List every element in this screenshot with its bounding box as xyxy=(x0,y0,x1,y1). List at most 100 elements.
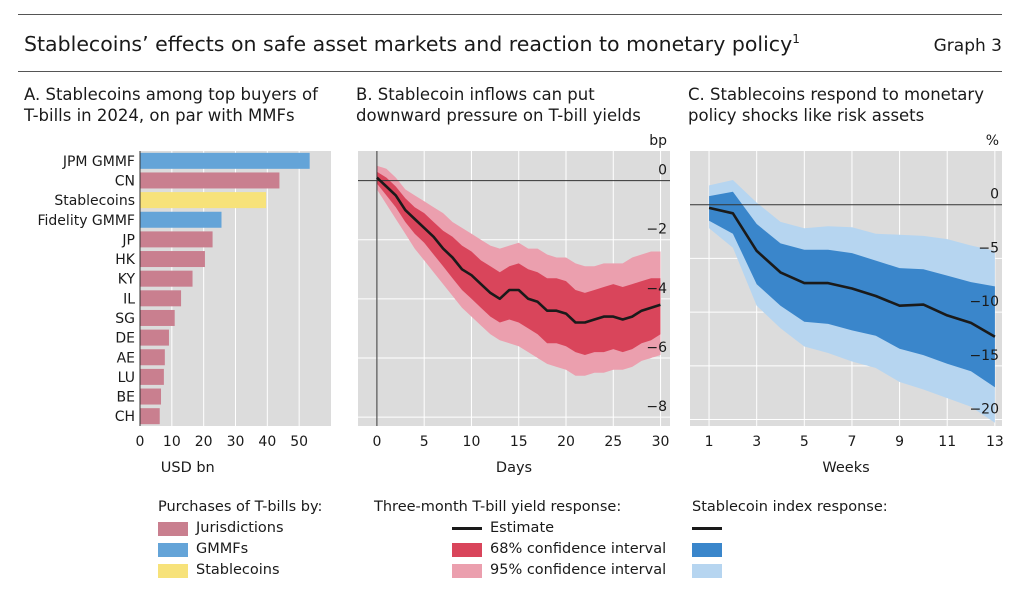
panel-b-x-tick-label: 0 xyxy=(372,434,381,450)
panel-b-x-tick-label: 30 xyxy=(652,434,670,450)
panel-a-category-label: KY xyxy=(118,272,136,288)
panel-c-x-tick-label: 3 xyxy=(752,434,761,450)
legend-b: Three-month T-bill yield response: Estim… xyxy=(374,497,666,581)
legend-b-label-ci95: 95% confidence interval xyxy=(490,562,667,578)
page-title: Stablecoins’ effects on safe asset marke… xyxy=(24,32,800,56)
panel-c-y-tick-label: 0 xyxy=(990,187,999,203)
legend-b-label-estimate: Estimate xyxy=(490,520,555,536)
panel-c-x-tick-label: 1 xyxy=(705,434,714,450)
panel-c-estimate-line xyxy=(708,206,996,338)
legend-a-item-jurisdictions: Jurisdictions xyxy=(158,518,322,539)
panel-a-category-label: SG xyxy=(115,311,135,327)
legend-c-heading: Stablecoin index response: xyxy=(692,499,888,515)
panel-c-x-tick-label: 11 xyxy=(938,434,956,450)
legend-b-item-ci68: 68% confidence interval xyxy=(452,539,666,560)
panel-b-x-tick-label: 20 xyxy=(557,434,575,450)
panel-a-category-label: CH xyxy=(115,409,135,425)
panel-a-x-axis-title: USD bn xyxy=(161,460,215,476)
legend-b-swatch-ci68 xyxy=(452,542,482,557)
panel-b-x-tick-label: 5 xyxy=(420,434,429,450)
panel-a-x-tick-label: 30 xyxy=(227,434,245,450)
bar-sg xyxy=(140,309,175,326)
panel-c-x-axis-title: Weeks xyxy=(822,460,869,476)
panel-b-y-tick-label: 0 xyxy=(658,163,667,179)
panel-a-category-label: Fidelity GMMF xyxy=(38,213,136,229)
panel-a-category-label: CN xyxy=(115,173,135,189)
legend-a-label-jurisdictions: Jurisdictions xyxy=(196,520,284,536)
legend-b-line-estimate xyxy=(452,527,482,530)
panel-a-category-label: AE xyxy=(117,350,135,366)
legend-b-heading: Three-month T-bill yield response: xyxy=(374,499,622,515)
top-rule xyxy=(18,14,1002,15)
panel-a-x-tick-label: 10 xyxy=(163,434,181,450)
panel-a-category-label: IL xyxy=(123,291,135,307)
panel-b-title: B. Stablecoin inflows can put downward p… xyxy=(356,85,641,125)
bar-ky xyxy=(140,270,193,287)
panel-b-x-tick-label: 15 xyxy=(510,434,528,450)
legend-a-item-stablecoins: Stablecoins xyxy=(158,560,322,581)
panel-c-x-tick-label: 7 xyxy=(847,434,856,450)
panel-b-y-tick-label: −2 xyxy=(646,222,667,238)
legend-c-swatch-ci95 xyxy=(692,563,722,578)
panel-b-x-axis-title: Days xyxy=(496,460,532,476)
panel-b-ci68-band xyxy=(376,171,661,355)
legend-a-label-stablecoins: Stablecoins xyxy=(196,562,280,578)
panel-a-category-label: DE xyxy=(115,331,135,347)
panel-a-category-label: HK xyxy=(115,252,136,268)
bar-be xyxy=(140,388,162,405)
title-footnote-mark: 1 xyxy=(792,32,800,47)
panel-c-x-tick-label: 5 xyxy=(800,434,809,450)
panel-a-category-label: LU xyxy=(118,370,135,386)
panel-c-x-tick-label: 9 xyxy=(895,434,904,450)
bar-ch xyxy=(140,408,160,425)
legend-b-item-ci95: 95% confidence interval xyxy=(452,560,666,581)
legend-b-label-ci68: 68% confidence interval xyxy=(490,541,667,557)
panel-a-title: A. Stablecoins among top buyers of T-bil… xyxy=(24,85,318,125)
panel-c-title: C. Stablecoins respond to monetary polic… xyxy=(688,85,984,125)
legend-c-item-ci95 xyxy=(692,560,888,581)
bar-il xyxy=(140,290,182,307)
bar-ae xyxy=(140,349,165,366)
legend-a-item-gmmf: GMMFs xyxy=(158,539,322,560)
legend-c: Stablecoin index response: xyxy=(692,497,888,581)
panel-b-x-tick-label: 25 xyxy=(604,434,622,450)
panel-c-unit-label: % xyxy=(986,133,999,149)
panel-c-y-tick-label: −5 xyxy=(978,240,999,256)
panel-c-y-tick-label: −15 xyxy=(969,348,999,364)
bar-stablecoins xyxy=(140,192,267,209)
legend-b-item-estimate: Estimate xyxy=(452,518,666,539)
legend-b-swatch-ci95 xyxy=(452,563,482,578)
panel-b-y-tick-label: −8 xyxy=(646,399,667,415)
bar-jpm-gmmf xyxy=(140,152,310,169)
panel-b-y-tick-label: −4 xyxy=(646,281,667,297)
panel-a-x-tick-label: 0 xyxy=(136,434,145,450)
bar-lu xyxy=(140,368,164,385)
legend-c-item-estimate xyxy=(692,518,888,539)
panel-a-x-tick-label: 40 xyxy=(258,434,276,450)
panel-b-unit-label: bp xyxy=(649,133,667,149)
panel-a-x-tick-label: 50 xyxy=(290,434,308,450)
panel-c-y-tick-label: −20 xyxy=(969,402,999,418)
legend-c-line-estimate xyxy=(692,527,722,530)
graph-label: Graph 3 xyxy=(933,36,1002,56)
legend-c-swatch-ci68 xyxy=(692,542,722,557)
panel-b-estimate-line xyxy=(376,176,661,324)
legend-a-label-gmmf: GMMFs xyxy=(196,541,249,557)
panel-a-category-label: JP xyxy=(121,232,135,248)
panel-a-x-tick-label: 20 xyxy=(195,434,213,450)
panel-b-y-tick-label: −6 xyxy=(646,340,667,356)
panel-a-category-label: JPM GMMF xyxy=(62,154,135,170)
panel-c-y-tick-label: −10 xyxy=(969,294,999,310)
panel-a-category-label: BE xyxy=(117,390,135,406)
bar-jp xyxy=(140,231,213,248)
bar-hk xyxy=(140,251,205,268)
bar-fidelity-gmmf xyxy=(140,211,222,228)
bar-de xyxy=(140,329,169,346)
title-text: Stablecoins’ effects on safe asset marke… xyxy=(24,32,793,56)
legend-a-heading: Purchases of T-bills by: xyxy=(158,499,323,515)
legend-a-swatch-jurisdictions xyxy=(158,521,188,536)
legend-a: Purchases of T-bills by: Jurisdictions G… xyxy=(158,497,322,581)
title-rule xyxy=(18,71,1002,72)
panel-c-x-tick-label: 13 xyxy=(986,434,1004,450)
